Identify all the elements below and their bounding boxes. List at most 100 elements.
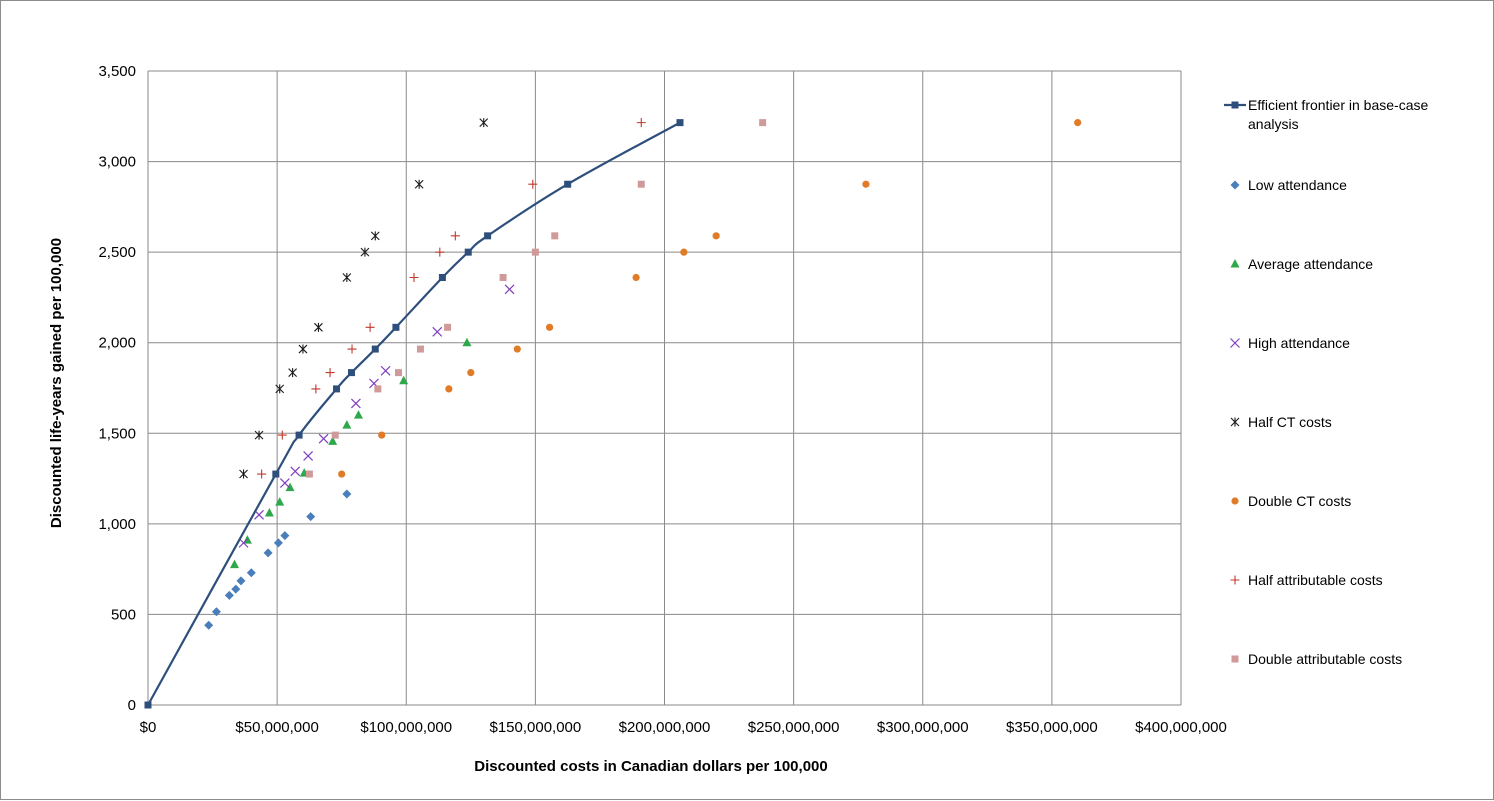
data-point xyxy=(636,118,646,128)
legend-marker xyxy=(1230,259,1240,268)
legend-item-double-ct-costs: Double CT costs xyxy=(1231,493,1351,509)
data-point xyxy=(450,231,460,241)
data-point xyxy=(257,469,267,479)
data-point xyxy=(275,384,285,394)
y-axis-title: Discounted life-years gained per 100,000 xyxy=(48,238,65,528)
legend: Efficient frontier in base-case analysis L… xyxy=(1224,97,1428,667)
x-tick-label: $350,000,000 xyxy=(1006,719,1098,736)
legend-label: Average attendance xyxy=(1248,256,1373,272)
series-high-attendance xyxy=(238,284,515,548)
data-point xyxy=(338,470,346,478)
legend-item-high-attendance: High attendance xyxy=(1230,335,1350,351)
data-point xyxy=(280,531,290,541)
data-point xyxy=(254,430,264,440)
data-point xyxy=(333,385,341,393)
data-point xyxy=(504,284,515,295)
legend-marker xyxy=(1231,101,1239,109)
data-point xyxy=(328,436,338,445)
data-point xyxy=(230,559,240,569)
series-layer xyxy=(144,118,1082,709)
y-tick-label: 1,500 xyxy=(98,425,136,442)
y-tick-label: 3,500 xyxy=(98,63,136,80)
legend-label: Double CT costs xyxy=(1248,493,1351,509)
data-point xyxy=(632,273,640,282)
data-point xyxy=(285,482,295,492)
legend-label: Low attendance xyxy=(1248,177,1347,193)
legend-item-half-ct-costs: Half CT costs xyxy=(1230,414,1332,430)
tick-labels: 0 500 1,000 1,500 2,000 2,500 3,000 3,500 $0 $50,… xyxy=(98,63,1226,736)
series-efficient-frontier-in-base-case-analysis xyxy=(144,119,684,709)
data-point xyxy=(211,607,221,617)
data-point xyxy=(348,369,356,377)
x-tick-label: $250,000,000 xyxy=(748,719,840,736)
series-half-ct-costs xyxy=(239,118,489,479)
legend-label: Efficient frontier in base-case analysis xyxy=(1248,97,1428,132)
data-point xyxy=(277,430,287,440)
series-double-attributable-costs xyxy=(305,119,767,478)
legend-label: Half attributable costs xyxy=(1248,572,1383,588)
legend-marker xyxy=(1231,497,1239,505)
grid-layer xyxy=(147,70,1182,706)
data-point xyxy=(231,584,241,594)
data-point xyxy=(414,179,424,189)
legend-marker xyxy=(1230,417,1240,427)
legend-label: Half CT costs xyxy=(1248,414,1332,430)
legend-marker xyxy=(1231,655,1239,663)
data-point xyxy=(236,576,246,586)
frontier-line xyxy=(147,121,681,706)
y-tick-label: 3,000 xyxy=(98,154,136,171)
data-point xyxy=(325,368,335,378)
data-point xyxy=(435,247,445,257)
data-point xyxy=(862,180,870,188)
x-tick-label: $200,000,000 xyxy=(619,719,711,736)
data-point xyxy=(380,365,391,376)
data-point xyxy=(479,118,489,128)
data-point xyxy=(290,466,301,477)
data-point xyxy=(305,470,313,478)
data-point xyxy=(392,323,400,331)
data-point xyxy=(279,478,290,489)
data-point xyxy=(680,248,688,256)
legend-label: Double attributable costs xyxy=(1248,651,1402,667)
data-point xyxy=(399,375,409,385)
data-point xyxy=(676,119,684,127)
data-point xyxy=(484,232,492,240)
data-point xyxy=(467,369,475,377)
series-low-attendance xyxy=(204,489,352,630)
data-point xyxy=(353,410,363,419)
data-point xyxy=(298,344,308,354)
x-tick-label: $300,000,000 xyxy=(877,719,969,736)
data-point xyxy=(462,337,472,347)
data-point xyxy=(306,512,316,522)
legend-label: High attendance xyxy=(1248,335,1350,351)
data-point xyxy=(272,470,280,478)
legend-item-average-attendance: Average attendance xyxy=(1230,256,1373,272)
data-point xyxy=(551,232,559,240)
data-point xyxy=(416,345,424,353)
data-point xyxy=(204,620,214,630)
data-point xyxy=(342,420,352,429)
legend-item-double-attributable-costs: Double attributable costs xyxy=(1231,651,1402,667)
data-point xyxy=(1074,119,1082,127)
data-point xyxy=(273,538,283,548)
data-point xyxy=(637,180,645,188)
data-point xyxy=(712,232,720,240)
legend-item-efficient-frontier-in-base-case-analysis: Efficient frontier in base-case analysis xyxy=(1224,97,1428,132)
legend-item-half-attributable-costs: Half attributable costs xyxy=(1230,572,1383,588)
x-tick-label: $150,000,000 xyxy=(489,719,581,736)
data-point xyxy=(360,247,370,257)
data-point xyxy=(409,273,419,283)
data-point xyxy=(275,497,285,506)
data-point xyxy=(365,322,375,332)
data-point xyxy=(311,384,321,394)
series-half-attributable-costs xyxy=(257,118,646,479)
data-point xyxy=(438,274,446,282)
data-point xyxy=(513,345,521,353)
legend-item-low-attendance: Low attendance xyxy=(1230,177,1347,193)
data-point xyxy=(295,431,303,439)
data-point xyxy=(347,344,357,354)
data-point xyxy=(528,179,538,189)
data-point xyxy=(432,326,443,337)
data-point xyxy=(246,568,256,578)
